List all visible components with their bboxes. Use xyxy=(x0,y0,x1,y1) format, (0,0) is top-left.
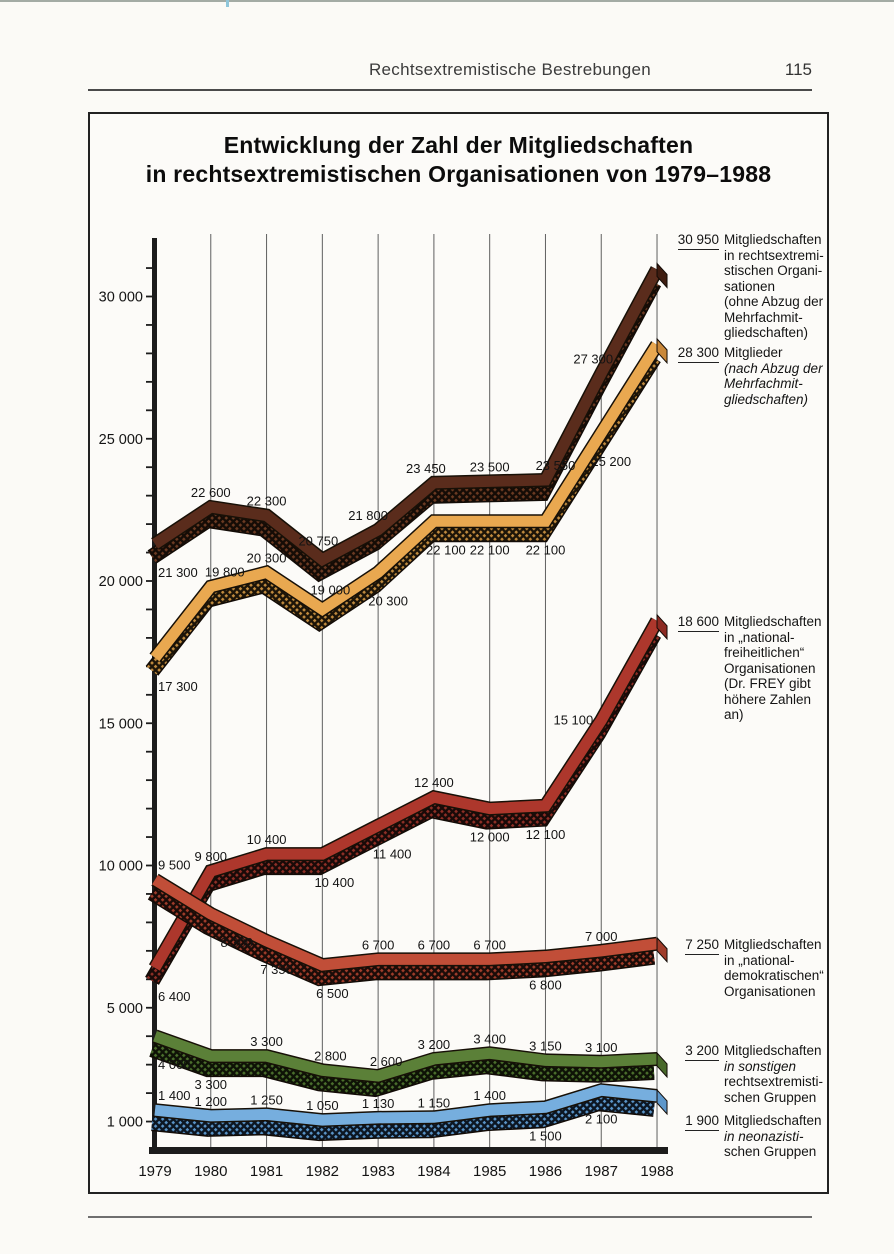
chart-title: Entwicklung der Zahl der Mitgliedschafte… xyxy=(88,131,829,189)
legend-label: Mitgliedschaften in sonstigen rechtsextrem… xyxy=(724,1043,824,1105)
legend-entry-5: 3 200 Mitgliedschaften in sonstigen rechtse… xyxy=(664,1043,844,1105)
legend-value: 1 900 xyxy=(685,1113,719,1131)
chart-title-line2: in rechtsextremistischen Organisationen … xyxy=(145,161,772,187)
legend-entry-2: 28 300 Mitglieder (nach Abzug der Mehrfachm… xyxy=(664,345,844,407)
legend-value: 18 600 xyxy=(677,614,719,632)
page-number: 115 xyxy=(784,60,812,79)
legend-label: Mitgliedschaften in „national-freiheitlic… xyxy=(724,614,822,722)
legend-value: 7 250 xyxy=(685,937,719,955)
legend-entry-4: 7 250 Mitgliedschaften in „national-demokr… xyxy=(664,937,844,999)
legend-entry-6: 1 900 Mitgliedschaften in neonazisti-schen… xyxy=(664,1113,844,1160)
legend-value: 30 950 xyxy=(677,232,719,250)
running-header: Rechtsextremistische Bestrebungen xyxy=(230,60,790,80)
scan-artifact-mark xyxy=(226,0,229,7)
legend-entry-3: 18 600 Mitgliedschaften in „national-freih… xyxy=(664,614,844,723)
header-rule xyxy=(88,89,812,91)
footer-rule xyxy=(88,1216,812,1218)
legend-label: Mitgliedschaften in „national-demokratisc… xyxy=(724,937,824,999)
header-title: Rechtsextremistische Bestrebungen xyxy=(368,60,652,79)
chart-title-line1: Entwicklung der Zahl der Mitgliedschafte… xyxy=(223,132,694,158)
page-top-rule xyxy=(0,0,894,2)
legend-entry-1: 30 950 Mitgliedschaften in rechtsextremi-s… xyxy=(664,232,844,341)
legend-value: 28 300 xyxy=(677,345,719,363)
legend-value: 3 200 xyxy=(685,1043,719,1061)
legend-label: Mitgliedschaften in rechtsextremi-stische… xyxy=(724,232,824,340)
legend-label: Mitglieder (nach Abzug der Mehrfachmit-gli… xyxy=(724,345,823,407)
legend-label: Mitgliedschaften in neonazisti-schen Grup… xyxy=(724,1113,822,1159)
